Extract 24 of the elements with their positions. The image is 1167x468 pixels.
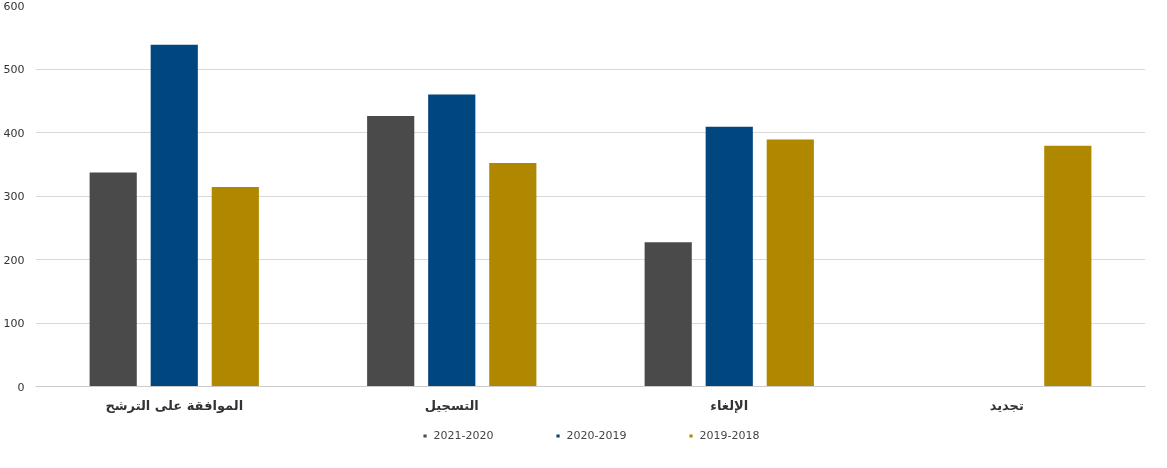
bar <box>150 44 198 387</box>
x-tick-label: التسجيل <box>424 397 479 413</box>
legend-label: 2021-2020 <box>433 428 494 442</box>
bar <box>428 94 476 387</box>
y-tick-label: 0 <box>17 380 25 394</box>
bar <box>89 172 137 387</box>
bar <box>1044 145 1092 387</box>
y-tick-label: 400 <box>3 126 25 140</box>
bar <box>644 242 692 387</box>
legend-label: 2020-2019 <box>566 428 627 442</box>
bar <box>705 126 753 387</box>
x-tick-label: الموافقة على الترشح <box>105 397 244 413</box>
bar <box>766 139 814 387</box>
x-tick-label: تجديد <box>989 397 1024 413</box>
bar <box>211 187 259 387</box>
x-tick-label: الإلغاء <box>710 397 749 413</box>
y-tick-label: 200 <box>3 253 25 267</box>
bar <box>367 115 415 387</box>
y-tick-label: 100 <box>3 317 25 330</box>
bar <box>489 162 537 387</box>
y-tick-label: 500 <box>3 63 25 76</box>
legend-label: 2019-2018 <box>699 428 760 442</box>
y-tick-label: 600 <box>3 0 25 13</box>
y-tick-label: 300 <box>3 190 25 203</box>
